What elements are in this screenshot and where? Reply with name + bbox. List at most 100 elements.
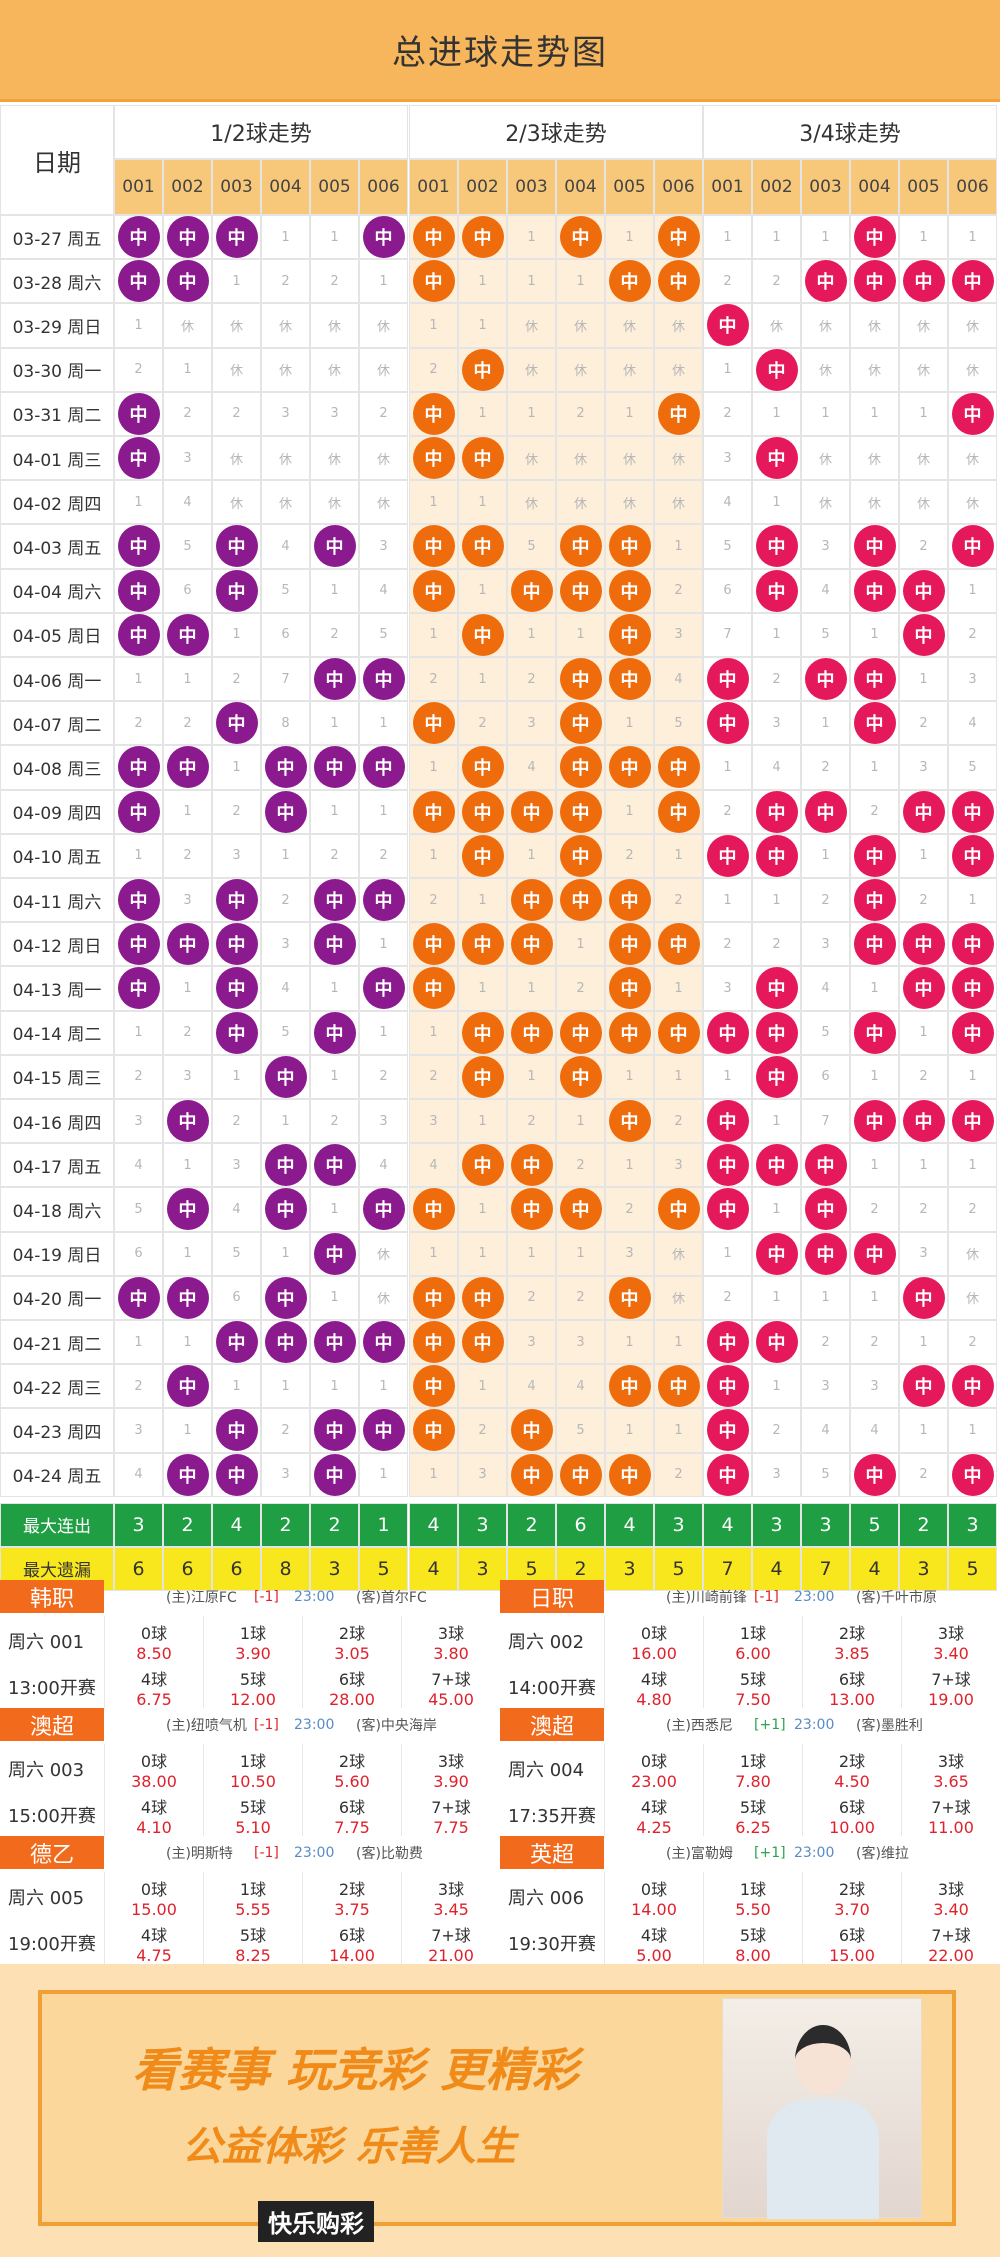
miss-count: 1 [527, 627, 536, 643]
odds-option[interactable]: 7+球 21.00 [401, 1918, 500, 1965]
trend-cell: 中 [752, 1143, 801, 1188]
odds-option[interactable]: 1球 3.90 [203, 1616, 302, 1663]
trend-cell: 休 [359, 436, 408, 481]
home-team: (主)西悉尼 [666, 1717, 733, 1734]
trend-cell: 1 [507, 966, 556, 1011]
odds-option[interactable]: 3球 3.45 [401, 1872, 500, 1919]
odds-option[interactable]: 4球 4.10 [104, 1790, 203, 1837]
odds-value: 5.00 [636, 1946, 672, 1965]
odds-option[interactable]: 6球 15.00 [802, 1918, 901, 1965]
odds-option[interactable]: 1球 5.50 [703, 1872, 802, 1919]
odds-option[interactable]: 5球 8.00 [703, 1918, 802, 1965]
max-streak-value: 4 [703, 1502, 752, 1547]
trend-cell: 1 [310, 568, 359, 613]
odds-option[interactable]: 0球 15.00 [104, 1872, 203, 1919]
odds-option[interactable]: 4球 4.75 [104, 1918, 203, 1965]
odds-option[interactable]: 1球 5.55 [203, 1872, 302, 1919]
match-card[interactable]: 韩职 (主)江原FC [-1] 23:00 (客)首尔FC 周六 001 13:00开赛 0球… [0, 1580, 500, 1709]
match-card[interactable]: 澳超 (主)纽喷气机 [-1] 23:00 (客)中央海岸 周六 003 15:00开赛 0球… [0, 1708, 500, 1837]
odds-option[interactable]: 5球 5.10 [203, 1790, 302, 1837]
odds-option[interactable]: 6球 14.00 [302, 1918, 401, 1965]
trend-cell: 中 [409, 524, 458, 569]
hit-ball: 中 [117, 525, 160, 568]
odds-option[interactable]: 6球 10.00 [802, 1790, 901, 1837]
hit-ball: 中 [117, 613, 160, 656]
odds-option[interactable]: 7+球 22.00 [901, 1918, 1000, 1965]
trend-cell: 1 [163, 789, 212, 834]
odds-option[interactable]: 7+球 7.75 [401, 1790, 500, 1837]
odds-value: 15.00 [131, 1900, 177, 1919]
odds-option[interactable]: 2球 3.85 [802, 1616, 901, 1663]
odds-option[interactable]: 6球 7.75 [302, 1790, 401, 1837]
odds-option[interactable]: 7+球 11.00 [901, 1790, 1000, 1837]
miss-count: 休 [965, 452, 979, 468]
hit-ball: 中 [559, 569, 602, 612]
odds-value: 10.00 [829, 1818, 875, 1837]
odds-option[interactable]: 0球 38.00 [104, 1744, 203, 1791]
odds-option[interactable]: 4球 6.75 [104, 1662, 203, 1709]
trend-cell: 中 [212, 922, 261, 967]
trend-cell: 中 [899, 1364, 948, 1409]
miss-count: 休 [376, 319, 390, 335]
hit-ball: 中 [412, 392, 455, 435]
odds-option[interactable]: 3球 3.65 [901, 1744, 1000, 1791]
match-card[interactable]: 英超 (主)富勒姆 [+1] 23:00 (客)维拉 周六 006 19:30开赛 0球 14.… [500, 1836, 1000, 1965]
odds-option[interactable]: 4球 5.00 [604, 1918, 703, 1965]
trend-cell: 4 [801, 966, 850, 1011]
goal-count-label: 4球 [640, 1670, 668, 1689]
odds-option[interactable]: 2球 5.60 [302, 1744, 401, 1791]
odds-option[interactable]: 2球 3.75 [302, 1872, 401, 1919]
odds-option[interactable]: 2球 3.70 [802, 1872, 901, 1919]
odds-option[interactable]: 0球 23.00 [604, 1744, 703, 1791]
miss-count: 休 [965, 1248, 979, 1264]
miss-count: 1 [772, 892, 781, 908]
goal-count-label: 0球 [640, 1880, 668, 1899]
trend-cell: 休 [948, 347, 997, 392]
odds-option[interactable]: 3球 3.80 [401, 1616, 500, 1663]
odds-option[interactable]: 5球 8.25 [203, 1918, 302, 1965]
odds-option[interactable]: 5球 12.00 [203, 1662, 302, 1709]
odds-option[interactable]: 5球 6.25 [703, 1790, 802, 1837]
match-card[interactable]: 澳超 (主)西悉尼 [+1] 23:00 (客)墨胜利 周六 004 17:35开赛 0球 23… [500, 1708, 1000, 1837]
miss-count: 2 [527, 1290, 536, 1306]
match-card[interactable]: 日职 (主)川崎前锋 [-1] 23:00 (客)千叶市原 周六 002 14:00开赛 0球… [500, 1580, 1000, 1709]
trend-cell: 中 [801, 1231, 850, 1276]
miss-count: 3 [429, 1113, 438, 1129]
match-card[interactable]: 德乙 (主)明斯特 [-1] 23:00 (客)比勒费 周六 005 19:00开赛 0球 15… [0, 1836, 500, 1965]
odds-option[interactable]: 2球 3.05 [302, 1616, 401, 1663]
odds-option[interactable]: 3球 3.40 [901, 1872, 1000, 1919]
odds-option[interactable]: 1球 10.50 [203, 1744, 302, 1791]
odds-option[interactable]: 6球 28.00 [302, 1662, 401, 1709]
odds-option[interactable]: 0球 14.00 [604, 1872, 703, 1919]
trend-cell: 中 [310, 1320, 359, 1365]
trend-cell: 中 [507, 1187, 556, 1232]
odds-option[interactable]: 3球 3.90 [401, 1744, 500, 1791]
odds-option[interactable]: 7+球 19.00 [901, 1662, 1000, 1709]
goal-count-label: 6球 [838, 1926, 866, 1945]
odds-option[interactable]: 3球 3.40 [901, 1616, 1000, 1663]
odds-option[interactable]: 5球 7.50 [703, 1662, 802, 1709]
goal-count-label: 4球 [640, 1798, 668, 1817]
odds-option[interactable]: 0球 8.50 [104, 1616, 203, 1663]
odds-option[interactable]: 4球 4.80 [604, 1662, 703, 1709]
miss-count: 1 [281, 1378, 290, 1394]
trend-cell: 中 [261, 1187, 310, 1232]
odds-option[interactable]: 1球 7.80 [703, 1744, 802, 1791]
trend-cell: 1 [801, 833, 850, 878]
odds-option[interactable]: 7+球 45.00 [401, 1662, 500, 1709]
odds-option[interactable]: 0球 16.00 [604, 1616, 703, 1663]
odds-option[interactable]: 1球 6.00 [703, 1616, 802, 1663]
trend-cell: 休 [359, 347, 408, 392]
kickoff-time: 14:00开赛 [508, 1678, 596, 1699]
row-date: 04-08 周三 [0, 745, 114, 790]
trend-cell: 2 [654, 878, 703, 923]
odds-option[interactable]: 4球 4.25 [604, 1790, 703, 1837]
match-number-header: 002 [752, 159, 801, 215]
odds-option[interactable]: 2球 4.50 [802, 1744, 901, 1791]
trend-cell: 2 [409, 878, 458, 923]
odds-option[interactable]: 6球 13.00 [802, 1662, 901, 1709]
match-number-header: 005 [310, 159, 359, 215]
goal-count-label: 2球 [338, 1880, 366, 1899]
trend-cell: 休 [261, 303, 310, 348]
trend-cell: 3 [163, 878, 212, 923]
